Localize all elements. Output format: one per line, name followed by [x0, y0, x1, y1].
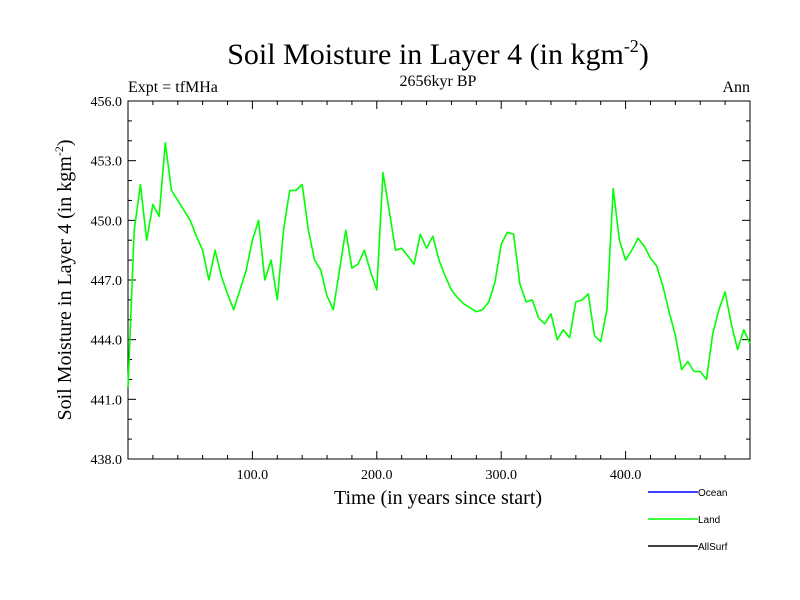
x-tick-label: 300.0 [485, 468, 517, 483]
series-line-land [127, 142, 751, 388]
season-label: Ann [722, 79, 750, 96]
y-tick-label: 441.0 [91, 393, 123, 408]
x-axis-ticks: 100.0 200.0 300.0 400.0 [152, 101, 726, 483]
y-tick-label: 438.0 [91, 453, 123, 468]
experiment-label: Expt = tfMHa [128, 79, 218, 96]
y-tick-label: 450.0 [91, 214, 123, 229]
x-tick-label: 400.0 [610, 468, 642, 483]
plot-frame [127, 100, 751, 460]
y-tick-label: 447.0 [91, 274, 123, 289]
y-axis-label: Soil Moisture in Layer 4 (in kgm-2) [52, 139, 76, 420]
y-tick-label: 453.0 [91, 155, 123, 170]
legend-label-allsurf: AllSurf [698, 542, 728, 553]
y-axis-ticks: 438.0 441.0 444.0 447.0 450.0 453.0 456.0 [91, 95, 750, 468]
period-label: 2656kyr BP [400, 73, 477, 90]
x-axis-label: Time (in years since start) [334, 487, 542, 509]
legend-label-ocean: Ocean [698, 488, 727, 499]
x-tick-label: 200.0 [361, 468, 393, 483]
chart-title: Soil Moisture in Layer 4 (in kgm-2) [227, 36, 649, 71]
legend: Ocean Land AllSurf [648, 488, 728, 553]
legend-label-land: Land [698, 515, 720, 526]
y-tick-label: 456.0 [91, 95, 123, 110]
y-tick-label: 444.0 [91, 334, 123, 349]
x-tick-label: 100.0 [237, 468, 269, 483]
